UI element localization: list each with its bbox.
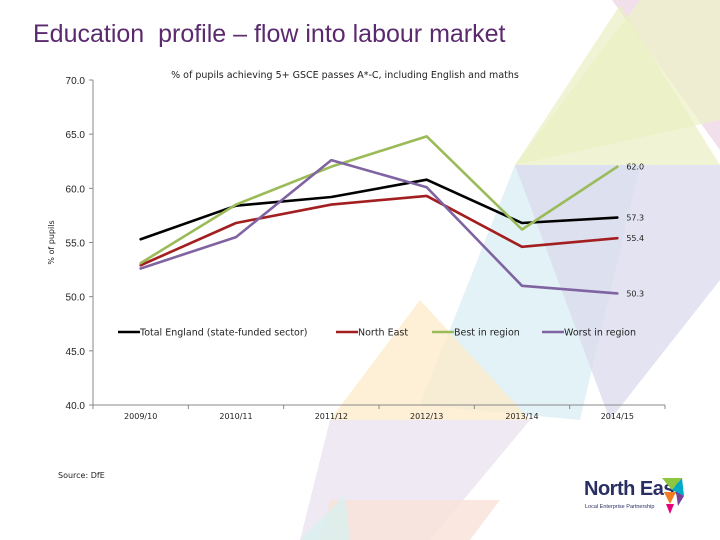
logo: North East Local Enterprise Partnership — [584, 478, 694, 522]
bg-triangle-salmon — [320, 500, 500, 540]
data-label: 50.3 — [626, 289, 644, 298]
series-line-1 — [139, 178, 619, 241]
slide-title: Education profile – flow into labour mar… — [33, 20, 506, 48]
series-line-3 — [139, 135, 619, 265]
legend-label: North East — [358, 328, 408, 339]
x-tick-label: 2009/10 — [124, 412, 157, 421]
source-note: Source: DfE — [58, 471, 105, 480]
x-tick-label: 2013/14 — [505, 412, 538, 421]
y-tick-label: 40.0 — [66, 401, 86, 412]
legend-label: Worst in region — [564, 328, 636, 339]
x-tick-label: 2010/11 — [219, 412, 252, 421]
y-tick-label: 60.0 — [66, 184, 86, 195]
bg-triangle-lime-large — [515, 5, 720, 165]
x-tick-label: 2012/13 — [410, 412, 443, 421]
y-tick-label: 55.0 — [66, 239, 86, 250]
bg-triangle-peach — [330, 300, 530, 420]
y-tick-label: 50.0 — [66, 293, 86, 304]
y-tick-label: 65.0 — [66, 130, 86, 141]
series-line-4 — [139, 158, 619, 295]
data-label: 55.4 — [626, 234, 644, 243]
y-tick-label: 45.0 — [66, 347, 86, 358]
bg-triangle-mint — [300, 495, 350, 540]
x-tick-label: 2014/15 — [601, 412, 634, 421]
legend-label: Total England (state-funded sector) — [139, 328, 307, 339]
x-tick-label: 2011/12 — [315, 412, 348, 421]
y-axis-label: % of pupils — [47, 220, 56, 264]
data-label: 62.0 — [626, 163, 644, 172]
chart-title: % of pupils achieving 5+ GSCE passes A*-… — [171, 70, 519, 81]
series-line-2 — [139, 194, 619, 267]
logo-mark-icon — [662, 478, 684, 514]
legend-label: Best in region — [454, 328, 520, 339]
logo-tagline: Local Enterprise Partnership — [585, 504, 655, 510]
y-tick-label: 70.0 — [66, 76, 86, 87]
data-label: 57.3 — [626, 214, 644, 223]
logo-name: North East — [584, 478, 681, 500]
